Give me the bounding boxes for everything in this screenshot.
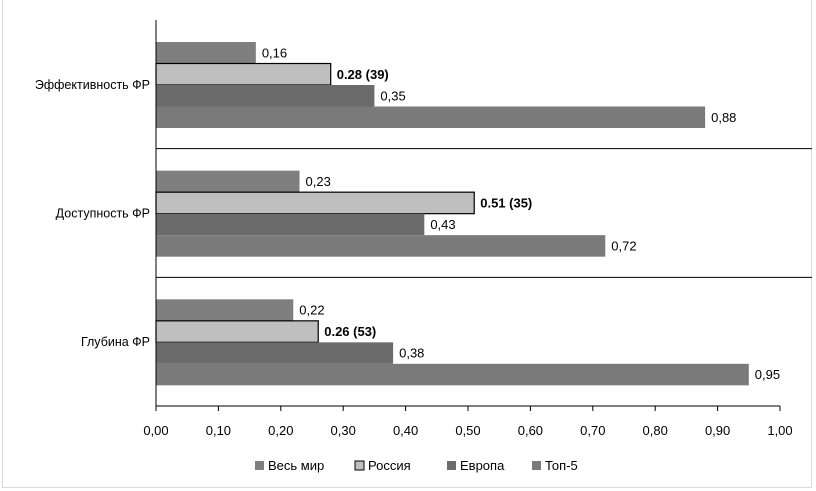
category-label: Глубина ФР [81, 335, 150, 349]
legend-label: Европа [460, 458, 505, 473]
bar-2-1 [155, 62, 332, 86]
data-label: 0,72 [611, 238, 636, 253]
data-label: 0.26 (53) [324, 324, 376, 339]
x-tick-label: 0,10 [206, 423, 231, 438]
bar-4-3 [156, 363, 749, 386]
legend-label: Россия [368, 458, 411, 473]
data-label: 0,22 [299, 303, 324, 318]
data-label: 0,35 [380, 88, 405, 103]
bar-3-1 [156, 85, 375, 107]
bar-4-2 [156, 235, 606, 257]
bar-1-3 [156, 299, 294, 321]
x-tick-label: 1,00 [767, 423, 792, 438]
x-tick-label: 0,80 [643, 423, 668, 438]
legend-swatch [447, 461, 456, 470]
legend-swatch [354, 460, 365, 471]
x-tick-label: 0,30 [331, 423, 356, 438]
category-label: Доступность ФР [56, 207, 150, 221]
data-label: 0,23 [306, 174, 331, 189]
x-tick-label: 0,90 [705, 423, 730, 438]
legend-swatch [532, 461, 541, 470]
category-label: Эффективность ФР [35, 78, 150, 92]
bar-2-3 [155, 320, 319, 343]
legend-swatch [255, 461, 264, 470]
legend-label: Весь мир [268, 458, 324, 473]
data-label: 0.28 (39) [337, 67, 389, 82]
x-tick-label: 0,70 [580, 423, 605, 438]
bar-1-2 [156, 170, 300, 193]
legend-label: Топ-5 [545, 458, 578, 473]
x-tick-label: 0,50 [455, 423, 480, 438]
data-label: 0,95 [755, 367, 780, 382]
data-label: 0,88 [711, 110, 736, 125]
bar-1-1 [156, 42, 256, 64]
bar-2-2 [155, 191, 475, 215]
data-label: 0.51 (35) [480, 195, 532, 210]
x-tick-label: 0,40 [393, 423, 418, 438]
data-label: 0,16 [262, 45, 287, 60]
x-tick-label: 0,20 [268, 423, 293, 438]
bar-3-3 [156, 342, 394, 364]
bar-4-1 [156, 106, 706, 128]
x-tick-label: 0,00 [143, 423, 168, 438]
bar-3-2 [156, 213, 425, 236]
x-tick-label: 0,60 [518, 423, 543, 438]
data-label: 0,43 [430, 217, 455, 232]
data-label: 0,38 [399, 346, 424, 361]
